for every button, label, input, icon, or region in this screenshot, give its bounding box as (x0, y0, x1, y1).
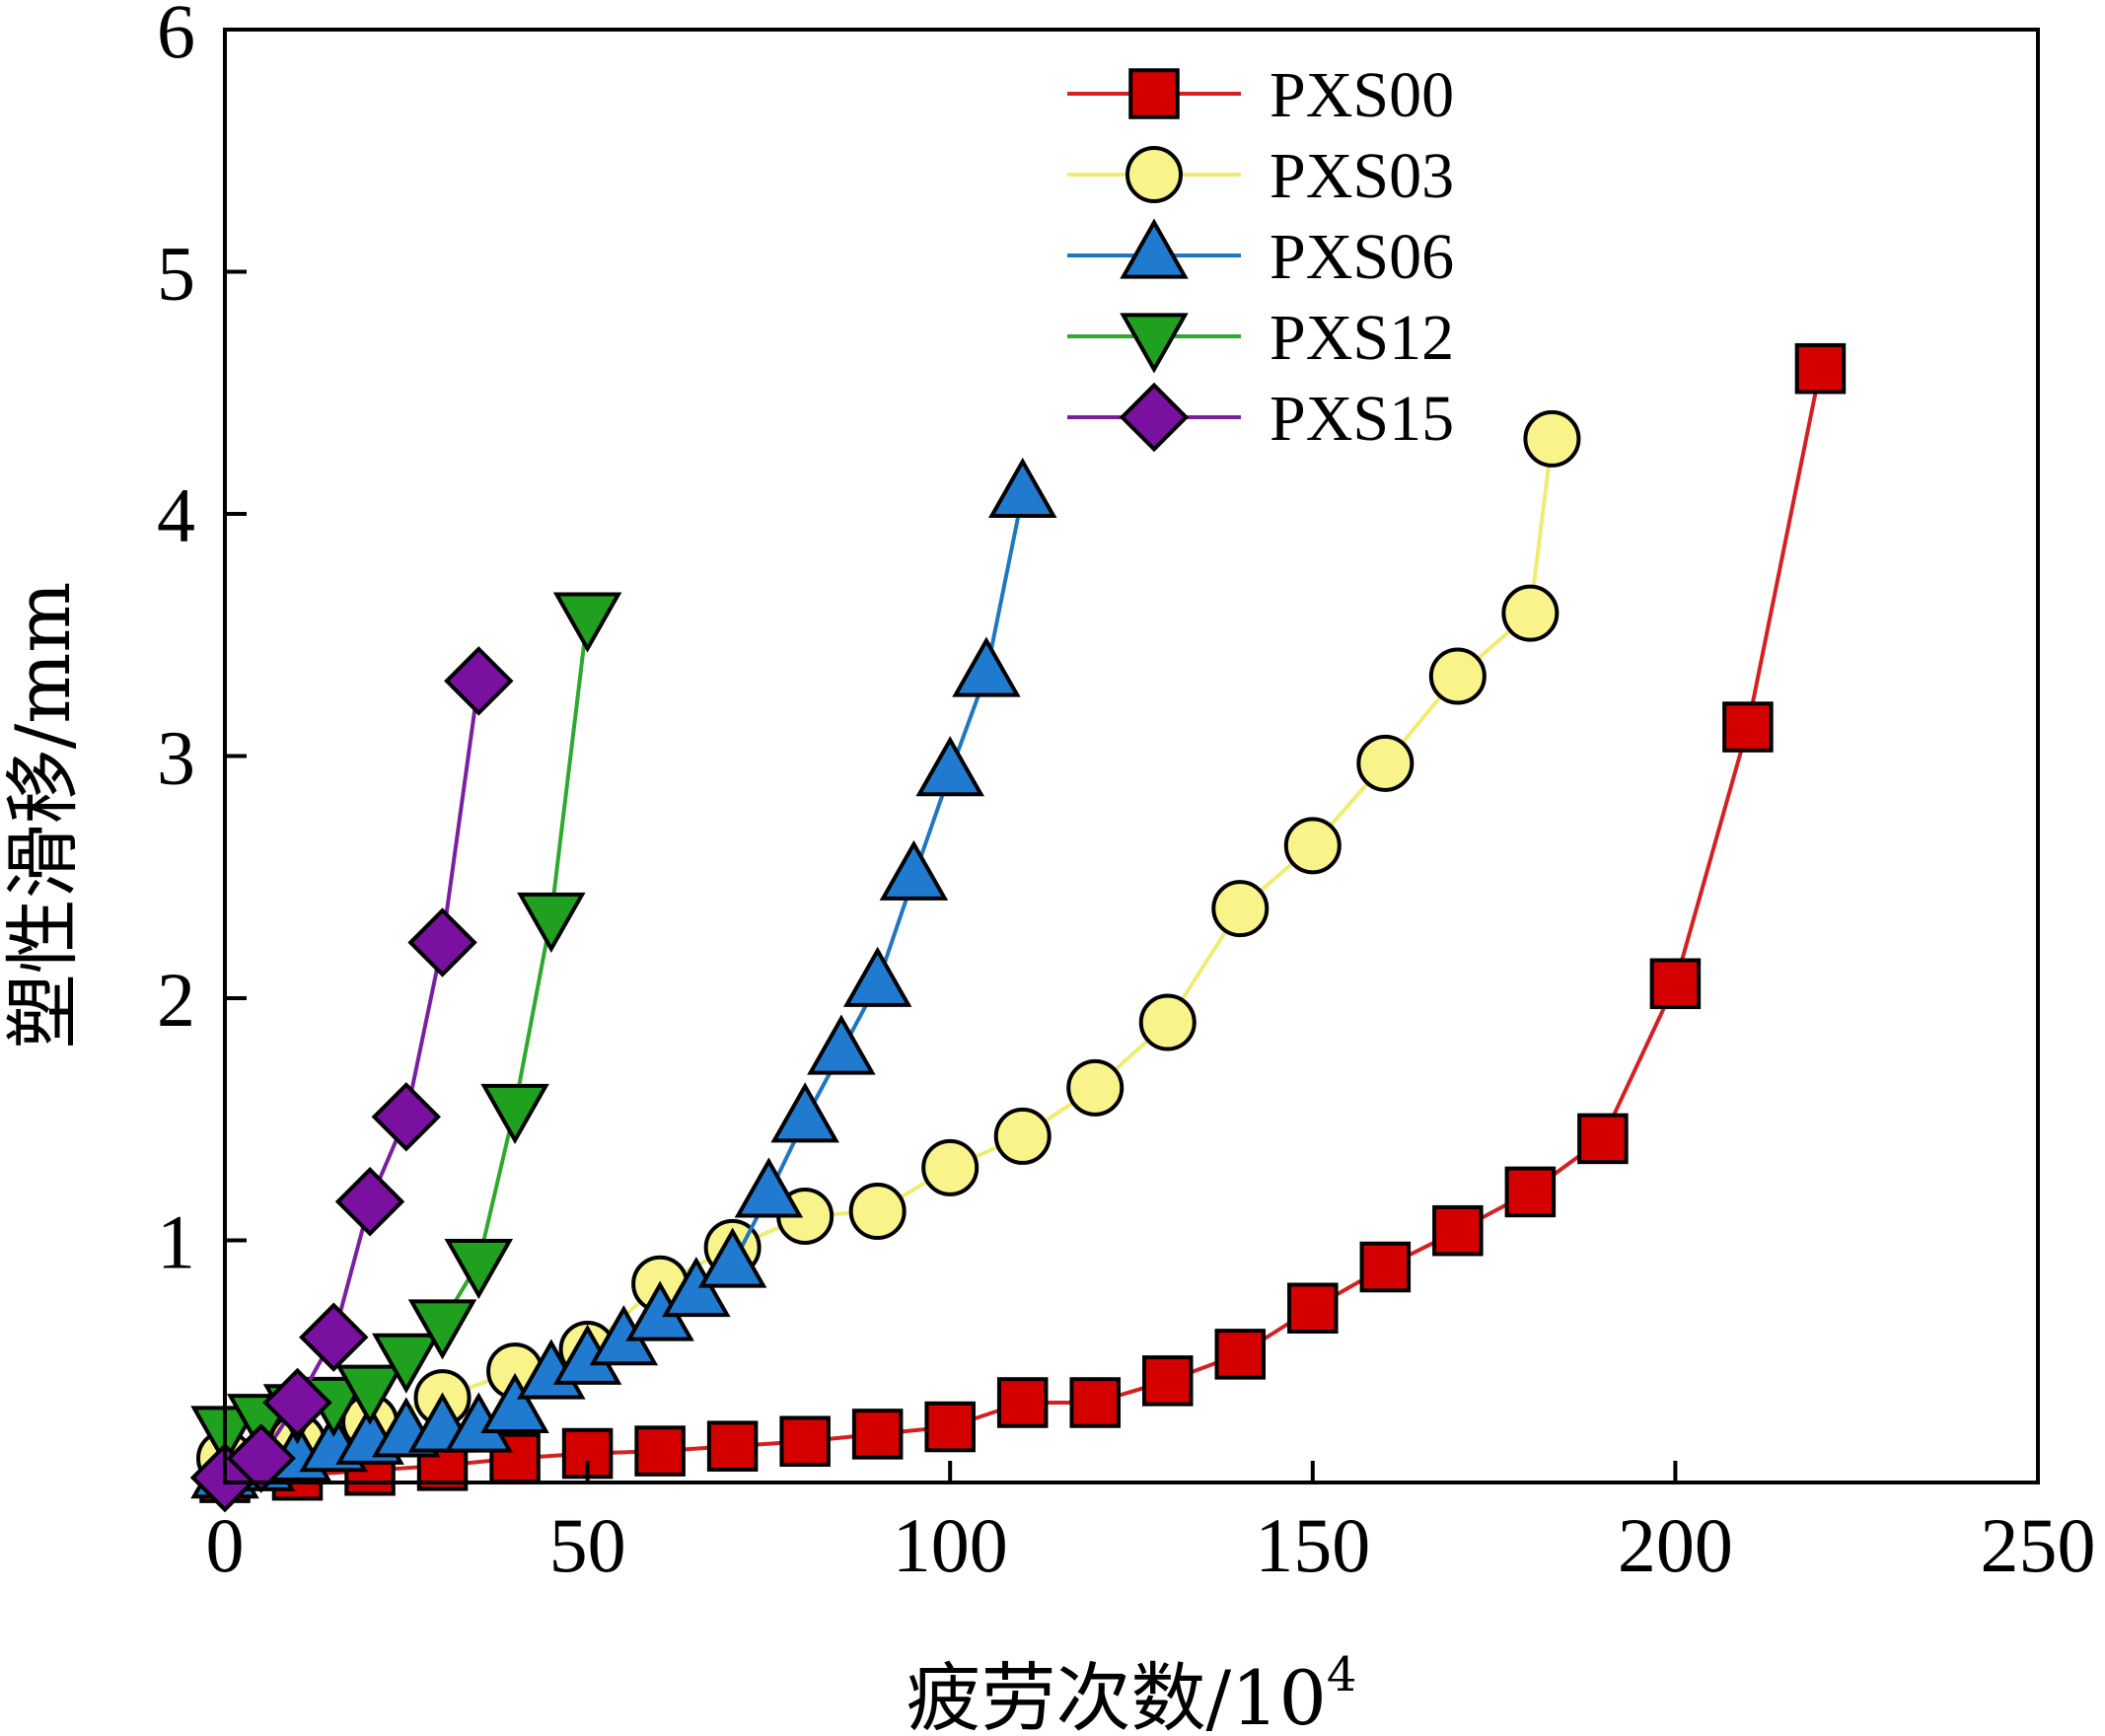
x-tick-label: 0 (206, 1502, 245, 1588)
axis-ticks: 0 50 100 150 200 250 1 2 3 4 5 6 (157, 0, 2096, 1588)
data-point-pxs12 (552, 592, 622, 653)
data-point-pxs00 (634, 1425, 686, 1477)
legend-label-pxs15: PXS15 (1270, 383, 1454, 455)
legend-label-pxs12: PXS12 (1270, 302, 1454, 374)
data-point-pxs00 (779, 1415, 831, 1468)
data-point-pxs06 (697, 1227, 767, 1288)
data-point-pxs03 (1501, 584, 1560, 642)
y-tick-label: 1 (157, 1199, 195, 1285)
data-point-pxs12 (444, 1238, 514, 1300)
x-tick-label: 250 (1981, 1502, 2096, 1588)
data-point-pxs03 (1356, 734, 1415, 792)
x-axis-title-superscript: 4 (1327, 1647, 1357, 1702)
data-point-pxs00 (1794, 342, 1847, 395)
legend-entry-pxs00: PXS00 (1067, 59, 1454, 131)
data-point-pxs06 (879, 839, 949, 901)
data-point-pxs00 (1577, 1113, 1629, 1165)
data-point-pxs06 (987, 457, 1057, 518)
data-point-pxs00 (1432, 1204, 1484, 1257)
data-point-pxs00 (924, 1401, 976, 1453)
series-line-pxs12 (224, 615, 590, 1431)
data-point-pxs12 (335, 1364, 404, 1425)
data-point-pxs00 (1069, 1377, 1121, 1428)
series-pxs00 (199, 342, 1847, 1503)
x-tick-label: 150 (1255, 1502, 1370, 1588)
data-point-pxs15 (299, 1302, 369, 1372)
x-axis-title-text: 疲劳次数/10 (907, 1654, 1327, 1736)
data-point-pxs00 (1649, 958, 1702, 1010)
legend-label-pxs00: PXS00 (1270, 59, 1454, 131)
data-point-pxs06 (770, 1082, 839, 1143)
series-pxs12 (190, 592, 622, 1467)
data-point-pxs15 (334, 1166, 405, 1237)
data-point-pxs06 (734, 1157, 804, 1218)
data-point-pxs15 (407, 907, 477, 977)
data-point-pxs03 (1138, 993, 1197, 1051)
data-point-pxs00 (851, 1409, 904, 1460)
legend-marker-pxs00 (1128, 68, 1180, 119)
data-point-pxs00 (1142, 1355, 1194, 1407)
legend-label-pxs03: PXS03 (1270, 140, 1454, 212)
x-axis-title: 疲劳次数/104 (907, 1647, 1357, 1736)
data-point-pxs00 (1287, 1282, 1339, 1334)
x-tick-label: 50 (549, 1502, 626, 1588)
data-point-pxs06 (480, 1372, 549, 1433)
series-pxs15 (189, 646, 514, 1513)
legend-entry-pxs12: PXS12 (1067, 302, 1454, 374)
data-point-pxs15 (444, 646, 514, 716)
data-point-pxs00 (489, 1432, 541, 1484)
data-point-pxs15 (262, 1367, 332, 1438)
y-tick-label: 2 (157, 957, 195, 1043)
data-point-pxs12 (517, 892, 586, 954)
y-tick-label: 4 (157, 472, 195, 558)
data-point-pxs12 (407, 1299, 477, 1360)
data-point-pxs00 (1214, 1329, 1267, 1380)
legend-label-pxs06: PXS06 (1270, 221, 1454, 293)
data-point-pxs06 (915, 736, 984, 797)
data-point-pxs03 (1211, 880, 1270, 938)
data-point-pxs12 (372, 1333, 441, 1394)
data-point-pxs06 (842, 946, 912, 1007)
legend-marker-pxs12 (1120, 313, 1189, 374)
y-axis-title: 塑性滑移/mm (0, 582, 87, 1049)
data-point-pxs03 (1283, 817, 1342, 875)
y-tick-label: 5 (157, 231, 195, 317)
legend-marker-pxs03 (1125, 146, 1183, 203)
data-point-pxs00 (1359, 1241, 1412, 1293)
y-tick-label: 6 (157, 0, 195, 74)
legend-marker-pxs06 (1120, 218, 1189, 279)
data-point-pxs03 (1523, 409, 1581, 468)
data-point-pxs03 (848, 1183, 907, 1241)
data-point-pxs00 (1722, 701, 1774, 753)
data-point-pxs06 (807, 1014, 876, 1075)
legend-marker-pxs15 (1119, 382, 1190, 453)
data-point-pxs15 (226, 1423, 296, 1493)
legend-entry-pxs06: PXS06 (1067, 218, 1454, 293)
data-point-pxs03 (993, 1107, 1052, 1165)
data-point-pxs03 (1066, 1058, 1125, 1117)
data-point-pxs12 (480, 1083, 549, 1145)
data-point-pxs00 (1504, 1166, 1557, 1218)
plot-area (189, 342, 1847, 1513)
x-tick-label: 200 (1618, 1502, 1733, 1588)
data-point-pxs00 (706, 1420, 759, 1472)
series-line-pxs15 (224, 681, 481, 1480)
data-point-pxs00 (996, 1377, 1049, 1428)
data-point-pxs06 (952, 636, 1021, 697)
y-tick-label: 3 (157, 715, 195, 801)
x-tick-label: 100 (893, 1502, 1008, 1588)
legend-entry-pxs15: PXS15 (1067, 382, 1454, 455)
data-point-pxs03 (921, 1138, 980, 1196)
data-point-pxs15 (371, 1082, 442, 1152)
data-point-pxs03 (1428, 647, 1487, 705)
legend: PXS00 PXS03 PXS06 PXS12 PXS15 (1067, 59, 1454, 455)
legend-entry-pxs03: PXS03 (1067, 140, 1454, 212)
